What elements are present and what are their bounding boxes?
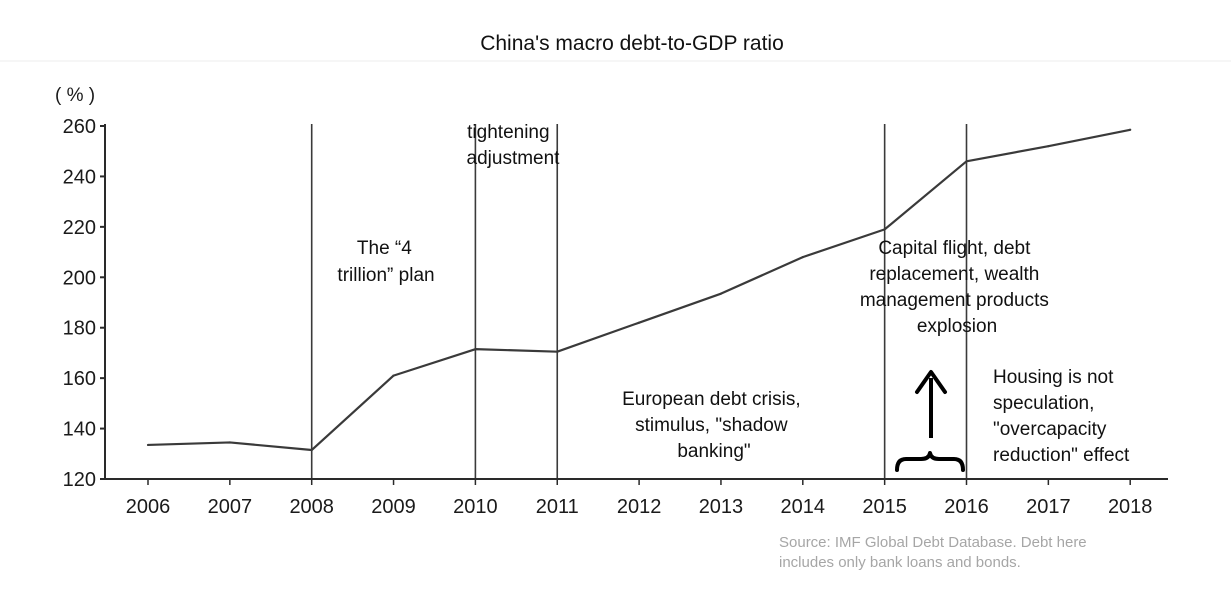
- series-points: [146, 128, 1132, 452]
- x-tick-label: 2014: [781, 496, 826, 518]
- data-point-2015: [883, 228, 886, 231]
- y-tick-label: 200: [63, 267, 96, 289]
- annotation-capital-flight-line-2: replacement, wealth: [869, 264, 1039, 285]
- x-tick-label: 2007: [208, 496, 253, 518]
- y-tick-label: 160: [63, 368, 96, 390]
- y-tick-label: 240: [63, 166, 96, 188]
- annotation-housing-line-1: Housing is not: [993, 367, 1114, 388]
- x-axis-ticks: 2006 2007 2008 2009 2010 2011 2012 2013 2014 2015…: [126, 479, 1153, 518]
- x-tick-label: 2010: [453, 496, 498, 518]
- curly-brace-icon: [895, 451, 965, 472]
- annotation-tightening-line-1: tightening: [467, 122, 549, 143]
- data-point-2010: [474, 348, 477, 351]
- x-tick-label: 2017: [1026, 496, 1071, 518]
- annotation-housing: Housing is not speculation, "overcapacit…: [993, 367, 1130, 466]
- annotation-tightening-line-2: adjustment: [467, 148, 561, 169]
- y-tick-label: 260: [63, 116, 96, 138]
- source-note-line-2: includes only bank loans and bonds.: [779, 554, 1021, 571]
- annotation-euro-crisis-line-3: banking": [677, 441, 750, 462]
- annotation-capital-flight-line-3: management products: [860, 290, 1049, 311]
- data-point-2018: [1129, 128, 1132, 131]
- y-axis-unit: ( % ): [55, 85, 95, 106]
- data-point-2007: [228, 441, 231, 444]
- annotation-capital-flight-line-4: explosion: [917, 316, 997, 337]
- y-axis-ticks: 120 140 160 180 200 220 240 260: [63, 116, 105, 491]
- x-tick-label: 2018: [1108, 496, 1153, 518]
- annotation-housing-line-4: reduction" effect: [993, 445, 1130, 466]
- data-point-2006: [146, 443, 150, 447]
- annotation-euro-crisis: European debt crisis, stimulus, "shadow …: [622, 389, 806, 462]
- annotation-four-trillion: The “4 trillion” plan: [337, 238, 434, 286]
- y-tick-label: 220: [63, 217, 96, 239]
- x-tick-label: 2008: [289, 496, 334, 518]
- annotation-capital-flight: Capital flight, debt replacement, wealth…: [860, 238, 1054, 337]
- y-tick-label: 180: [63, 318, 96, 340]
- x-tick-label: 2011: [536, 496, 579, 518]
- data-point-2016: [965, 160, 968, 163]
- data-point-2012: [638, 321, 641, 324]
- x-tick-label: 2012: [617, 496, 662, 518]
- annotation-tightening: tightening adjustment: [467, 122, 561, 169]
- x-tick-label: 2016: [944, 496, 989, 518]
- annotation-four-trillion-line-1: The “4: [357, 238, 412, 259]
- source-note-line-1: Source: IMF Global Debt Database. Debt h…: [779, 534, 1087, 551]
- data-point-2013: [719, 292, 723, 295]
- data-point-2011: [556, 350, 559, 353]
- data-point-2009: [392, 374, 395, 377]
- data-point-2008: [310, 448, 313, 452]
- data-point-2017: [1047, 145, 1050, 148]
- x-tick-label: 2006: [126, 496, 171, 518]
- chart-title: China's macro debt-to-GDP ratio: [480, 32, 784, 55]
- up-arrow-icon: [915, 370, 947, 438]
- x-tick-label: 2009: [371, 496, 416, 518]
- annotation-housing-line-2: speculation,: [993, 393, 1094, 414]
- event-lines: [310, 124, 968, 479]
- annotation-capital-flight-line-1: Capital flight, debt: [878, 238, 1031, 259]
- source-note: Source: IMF Global Debt Database. Debt h…: [779, 534, 1091, 571]
- annotation-housing-line-3: "overcapacity: [993, 419, 1107, 440]
- x-tick-label: 2015: [862, 496, 907, 518]
- data-point-2014: [801, 256, 804, 259]
- annotation-euro-crisis-line-1: European debt crisis,: [622, 389, 801, 410]
- y-tick-label: 120: [63, 469, 96, 491]
- x-tick-label: 2013: [699, 496, 744, 518]
- y-tick-label: 140: [63, 419, 96, 441]
- annotation-euro-crisis-line-2: stimulus, "shadow: [635, 415, 788, 436]
- annotation-four-trillion-line-2: trillion” plan: [337, 265, 434, 286]
